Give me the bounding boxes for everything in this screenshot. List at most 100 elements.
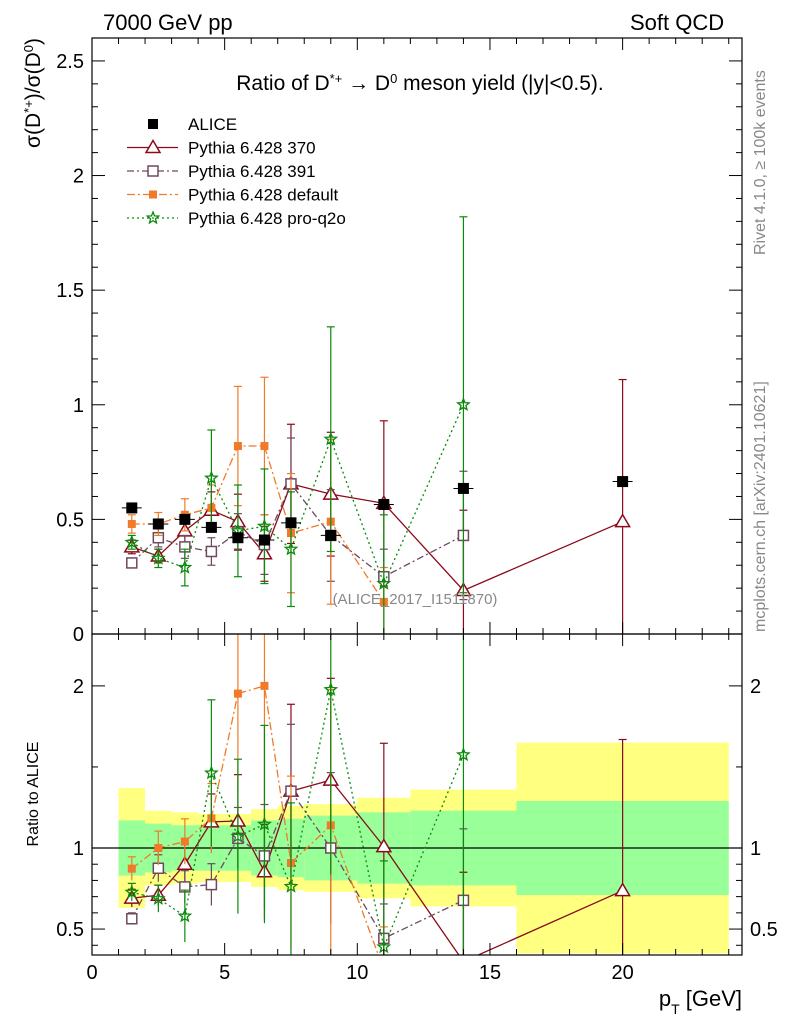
- y-tick-label: 0.5: [56, 509, 84, 531]
- legend-marker: [148, 119, 158, 129]
- y-tick-label-right: 0.5: [750, 919, 778, 941]
- series-line: [131, 483, 623, 592]
- main-plot-area: [121, 216, 633, 634]
- data-point: [233, 442, 242, 451]
- y-axis-label: σ(D*+)/σ(D0): [21, 38, 46, 148]
- data-point: [205, 521, 217, 533]
- data-point: [256, 518, 272, 533]
- data-point: [126, 502, 138, 514]
- y-tick-label: 1: [73, 838, 84, 860]
- y-tick-label: 0: [73, 624, 84, 646]
- data-point: [617, 476, 629, 488]
- x-tick-label: 10: [346, 962, 368, 984]
- legend-marker: [147, 165, 159, 177]
- data-point: [177, 559, 193, 574]
- legend-entry-series-4: Pythia 6.428 pro-q2o: [127, 209, 346, 228]
- y-tick-label: 2.5: [56, 51, 84, 73]
- legend-label: ALICE: [188, 115, 237, 134]
- analysis-tag: (ALICE_2017_I1511870): [333, 591, 498, 608]
- data-point: [455, 397, 471, 412]
- legend-entry-series-2: Pythia 6.428 391: [127, 162, 316, 181]
- x-tick-label: 0: [86, 962, 97, 984]
- ratio-axis-label: Ratio to ALICE: [25, 742, 42, 847]
- ratio-plot-area: [92, 634, 742, 974]
- data-point: [230, 828, 246, 843]
- y-tick-label: 0.5: [56, 919, 84, 941]
- y-tick-label: 2: [73, 166, 84, 188]
- legend-entry-series-1: Pythia 6.428 370: [127, 139, 316, 158]
- data-point: [375, 838, 393, 853]
- data-point: [323, 681, 339, 696]
- data-point: [457, 482, 469, 494]
- process-label: Soft QCD: [630, 10, 725, 35]
- data-point: [285, 517, 297, 529]
- data-point: [283, 878, 299, 893]
- data-point: [323, 431, 339, 446]
- data-point: [177, 908, 193, 923]
- energy-label: 7000 GeV pp: [103, 10, 233, 35]
- data-point: [258, 534, 270, 546]
- data-point: [283, 541, 299, 556]
- x-tick-label: 5: [219, 962, 230, 984]
- y-tick-label-right: 1: [750, 838, 761, 860]
- legend-label: Pythia 6.428 391: [188, 162, 316, 181]
- y-tick-label: 1.5: [56, 280, 84, 302]
- legend-label: Pythia 6.428 370: [188, 139, 316, 158]
- x-tick-label: 20: [611, 962, 633, 984]
- legend-label: Pythia 6.428 default: [188, 186, 339, 205]
- data-point: [179, 513, 191, 525]
- data-point: [614, 513, 631, 528]
- source-label: mcplots.cern.ch [arXiv:2401.10621]: [752, 381, 769, 632]
- series-4-main: [124, 216, 471, 634]
- data-point: [205, 545, 218, 558]
- data-point: [124, 534, 140, 549]
- legend-marker: [145, 210, 161, 225]
- rivet-version-label: Rivet 4.1.0, ≥ 100k events: [752, 70, 769, 255]
- data-point: [455, 747, 471, 762]
- data-point: [380, 966, 388, 974]
- data-point: [180, 837, 189, 846]
- data-point: [204, 470, 219, 485]
- data-point: [150, 550, 166, 565]
- data-point: [127, 519, 136, 528]
- legend-entry-series-3: Pythia 6.428 default: [127, 186, 339, 205]
- data-point: [256, 816, 272, 831]
- y-tick-label-right: 2: [750, 676, 761, 698]
- data-point: [126, 912, 138, 925]
- data-point: [232, 532, 244, 544]
- data-point: [127, 864, 136, 873]
- data-point: [462, 953, 465, 955]
- data-point: [614, 882, 631, 897]
- series-2-main: [126, 437, 470, 605]
- data-point: [260, 681, 269, 690]
- series-line: [131, 482, 464, 578]
- data-point: [152, 518, 164, 530]
- data-point: [126, 557, 138, 569]
- legend-label: Pythia 6.428 pro-q2o: [188, 209, 346, 228]
- legend: ALICE Pythia 6.428 370 Pythia 6.428 391 Pyt…: [127, 115, 346, 228]
- data-point: [260, 442, 269, 451]
- data-point: [204, 765, 219, 780]
- y-tick-label: 1: [73, 395, 84, 417]
- data-point: [124, 884, 140, 899]
- data-point: [150, 890, 166, 905]
- legend-marker: [149, 190, 157, 199]
- data-point: [154, 844, 163, 852]
- series-4-ratio: [124, 634, 471, 955]
- data-point: [325, 529, 337, 541]
- data-point: [376, 575, 392, 590]
- series-line: [131, 404, 465, 586]
- data-point: [233, 689, 242, 698]
- series-line: [131, 789, 464, 940]
- series-line: [131, 685, 380, 955]
- ratio-frame: [91, 633, 743, 956]
- x-axis-label: pT [GeV]: [659, 986, 742, 1017]
- y-tick-label: 2: [73, 676, 84, 698]
- alice-data: [121, 476, 633, 546]
- chart-title: Ratio of D*+ → D0 meson yield (|y|<0.5).: [236, 71, 604, 96]
- data-point: [205, 878, 218, 891]
- data-point: [378, 498, 390, 510]
- series-1-main: [123, 378, 631, 634]
- legend-entry-alice: ALICE: [148, 115, 237, 134]
